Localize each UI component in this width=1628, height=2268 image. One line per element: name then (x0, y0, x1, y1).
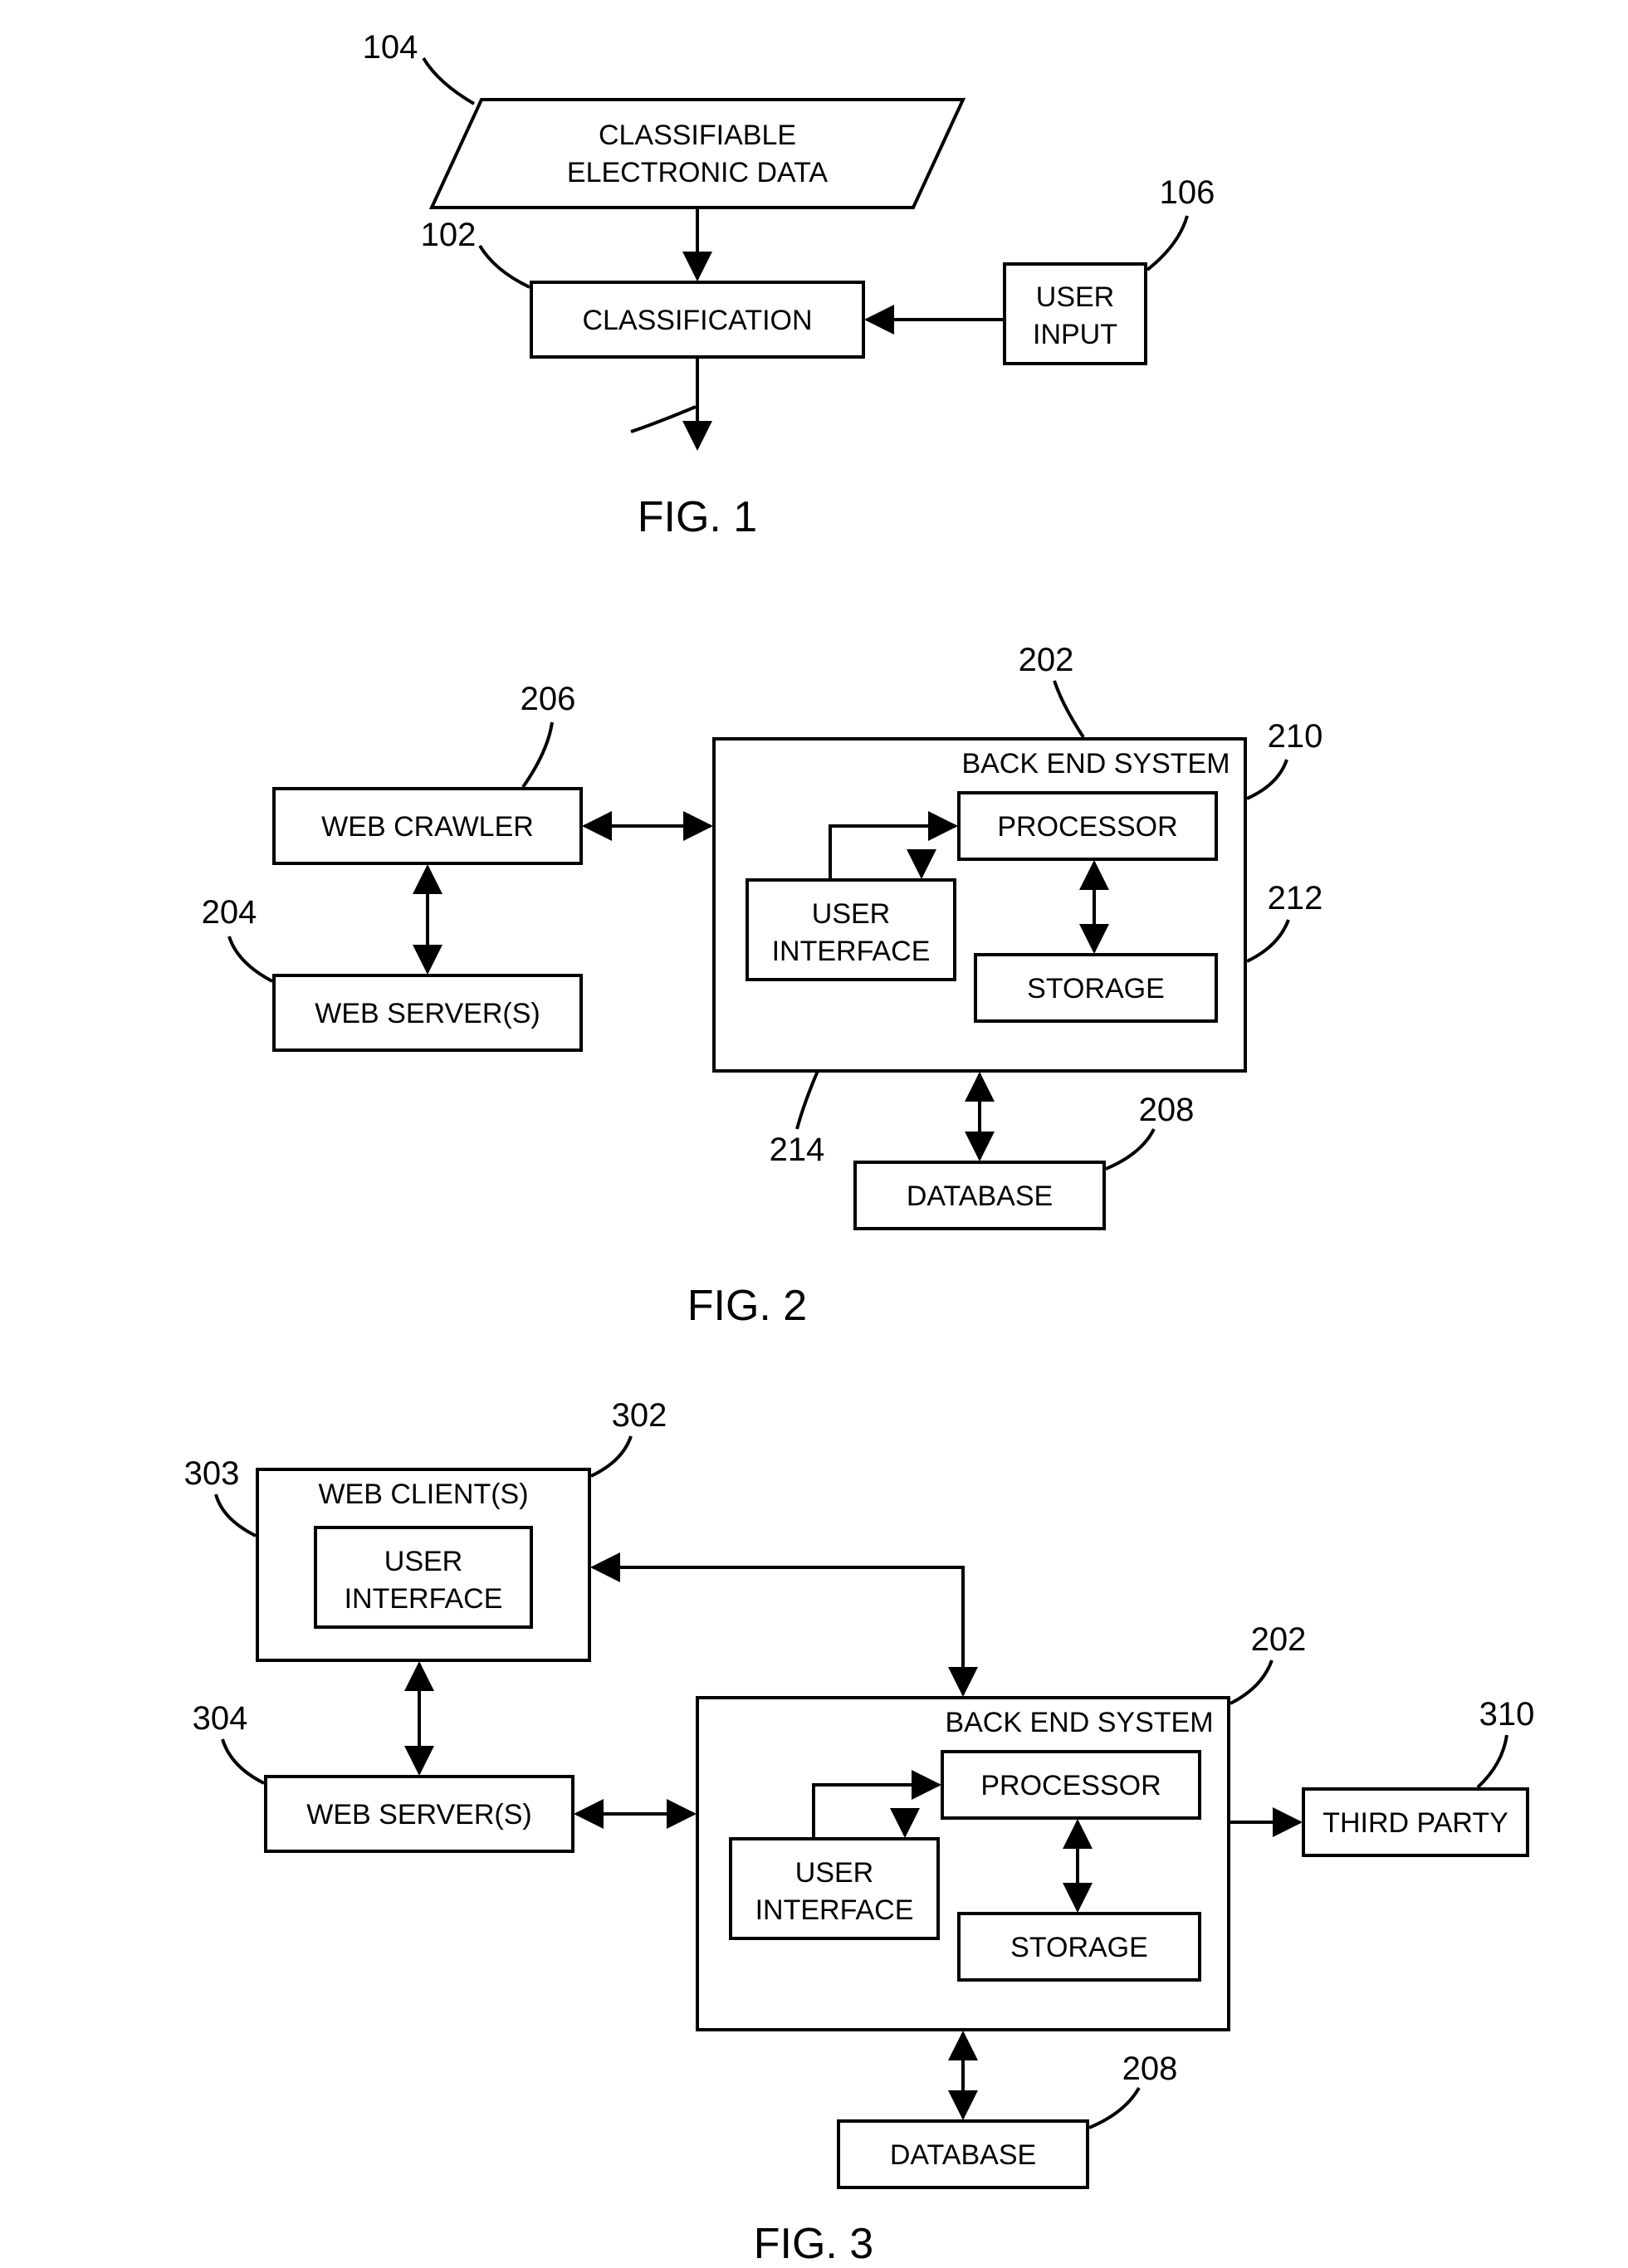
refnum-202-b: 202 (1251, 1621, 1307, 1658)
refnum-204: 204 (202, 894, 257, 931)
refnum-304: 304 (193, 1700, 248, 1737)
node-user-input: USER INPUT (1005, 264, 1146, 364)
refnum-210: 210 (1268, 718, 1323, 755)
diagram-canvas: CLASSIFIABLE ELECTRONIC DATA 104 CLASSIF… (0, 0, 1628, 2268)
node-web-servers-2-label: WEB SERVER(S) (315, 998, 540, 1029)
node-ui-3-label2: INTERFACE (755, 1894, 914, 1926)
refnum-104: 104 (363, 29, 418, 66)
node-database-2-label: DATABASE (907, 1180, 1053, 1212)
node-web-servers-2: WEB SERVER(S) (274, 975, 581, 1050)
node-client-ui-label1: USER (384, 1546, 462, 1577)
node-user-input-label1: USER (1036, 281, 1114, 313)
node-storage-2: STORAGE (975, 955, 1216, 1021)
figure-1: CLASSIFIABLE ELECTRONIC DATA 104 CLASSIF… (363, 29, 1215, 541)
figure-1-caption: FIG. 1 (638, 493, 757, 541)
figure-3-caption: FIG. 3 (754, 2220, 873, 2268)
node-ui-3-label1: USER (795, 1857, 873, 1889)
node-ui-2-label1: USER (812, 898, 890, 930)
node-storage-2-label: STORAGE (1027, 973, 1165, 1004)
node-database-3: DATABASE (838, 2121, 1088, 2187)
node-web-servers-3: WEB SERVER(S) (266, 1777, 573, 1851)
node-database-3-label: DATABASE (890, 2139, 1036, 2171)
node-ui-2: USER INTERFACE (747, 880, 955, 980)
refnum-208-b: 208 (1122, 2050, 1178, 2087)
node-third-party-label: THIRD PARTY (1322, 1807, 1508, 1839)
node-processor-3: PROCESSOR (942, 1752, 1200, 1818)
node-backend-2-label: BACK END SYSTEM (961, 748, 1230, 780)
refnum-212: 212 (1268, 880, 1323, 916)
node-processor-2-label: PROCESSOR (997, 811, 1177, 843)
node-classifiable-data-label2: ELECTRONIC DATA (567, 157, 829, 188)
node-database-2: DATABASE (855, 1162, 1104, 1229)
refnum-102: 102 (421, 217, 477, 253)
node-ui-3: USER INTERFACE (731, 1839, 938, 1938)
node-classifiable-data-label1: CLASSIFIABLE (599, 120, 796, 151)
node-storage-3: STORAGE (959, 1914, 1200, 1980)
node-processor-3-label: PROCESSOR (980, 1770, 1161, 1801)
node-client-ui: USER INTERFACE (315, 1527, 531, 1627)
figure-2: WEB CRAWLER 206 WEB SERVER(S) 204 BACK E… (202, 642, 1323, 1330)
refnum-106: 106 (1160, 174, 1215, 211)
node-third-party: THIRD PARTY (1303, 1789, 1528, 1855)
node-backend-3-label: BACK END SYSTEM (945, 1707, 1213, 1738)
node-classification-label: CLASSIFICATION (582, 305, 812, 336)
node-classifiable-data: CLASSIFIABLE ELECTRONIC DATA (432, 100, 963, 208)
refnum-206: 206 (521, 681, 576, 717)
refnum-303: 303 (184, 1455, 240, 1492)
refnum-214: 214 (770, 1132, 825, 1168)
node-classification: CLASSIFICATION (531, 282, 863, 357)
node-processor-2: PROCESSOR (959, 793, 1216, 859)
node-web-crawler-label: WEB CRAWLER (321, 811, 534, 843)
figure-3: WEB CLIENT(S) 302 USER INTERFACE 303 WEB… (184, 1397, 1535, 2268)
node-web-servers-3-label: WEB SERVER(S) (306, 1799, 531, 1831)
node-ui-2-label2: INTERFACE (772, 936, 931, 967)
refnum-202: 202 (1019, 642, 1074, 678)
node-web-crawler: WEB CRAWLER (274, 789, 581, 863)
refnum-208-a: 208 (1139, 1092, 1195, 1128)
node-storage-3-label: STORAGE (1010, 1932, 1148, 1963)
node-web-client-label: WEB CLIENT(S) (318, 1479, 528, 1510)
figure-2-caption: FIG. 2 (687, 1282, 807, 1330)
node-user-input-label2: INPUT (1033, 319, 1117, 350)
refnum-310: 310 (1479, 1696, 1535, 1733)
refnum-302: 302 (612, 1397, 667, 1434)
node-client-ui-label2: INTERFACE (345, 1583, 503, 1615)
edge-client-backend (593, 1567, 963, 1694)
